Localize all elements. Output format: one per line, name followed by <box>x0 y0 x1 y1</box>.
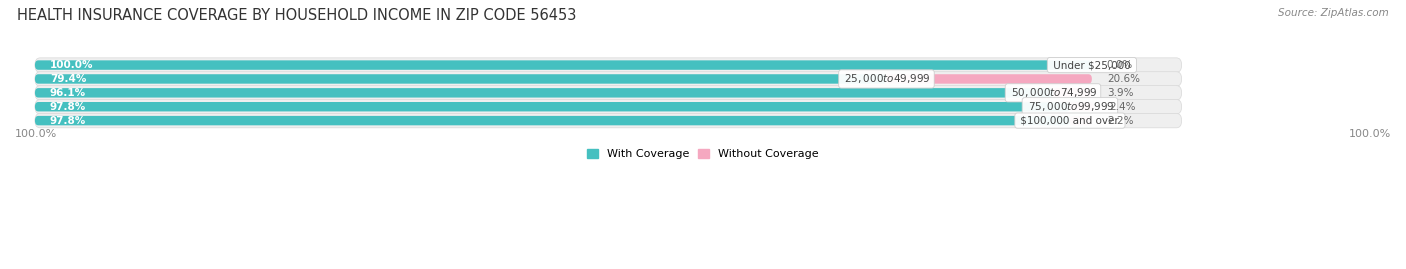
Text: $25,000 to $49,999: $25,000 to $49,999 <box>841 72 932 86</box>
Text: 100.0%: 100.0% <box>49 60 93 70</box>
FancyBboxPatch shape <box>35 102 1070 111</box>
Text: $75,000 to $99,999: $75,000 to $99,999 <box>1025 100 1115 113</box>
FancyBboxPatch shape <box>35 114 1181 128</box>
Text: 0.0%: 0.0% <box>1107 60 1133 70</box>
FancyBboxPatch shape <box>1053 88 1092 98</box>
Text: 2.4%: 2.4% <box>1109 102 1135 112</box>
Text: Source: ZipAtlas.com: Source: ZipAtlas.com <box>1278 8 1389 18</box>
Text: Under $25,000: Under $25,000 <box>1050 60 1133 70</box>
Text: 100.0%: 100.0% <box>1348 129 1391 139</box>
Text: $100,000 and over: $100,000 and over <box>1018 116 1122 126</box>
Text: 2.2%: 2.2% <box>1107 116 1133 126</box>
Legend: With Coverage, Without Coverage: With Coverage, Without Coverage <box>582 144 824 164</box>
FancyBboxPatch shape <box>35 58 1181 72</box>
FancyBboxPatch shape <box>35 100 1181 114</box>
FancyBboxPatch shape <box>35 74 886 84</box>
Text: 96.1%: 96.1% <box>49 88 86 98</box>
FancyBboxPatch shape <box>35 60 1092 70</box>
Text: 79.4%: 79.4% <box>49 74 86 84</box>
Text: 20.6%: 20.6% <box>1107 74 1140 84</box>
Text: HEALTH INSURANCE COVERAGE BY HOUSEHOLD INCOME IN ZIP CODE 56453: HEALTH INSURANCE COVERAGE BY HOUSEHOLD I… <box>17 8 576 23</box>
Text: 97.8%: 97.8% <box>49 116 86 126</box>
FancyBboxPatch shape <box>35 72 1181 86</box>
Text: 97.8%: 97.8% <box>49 102 86 112</box>
Text: 100.0%: 100.0% <box>15 129 58 139</box>
FancyBboxPatch shape <box>1070 102 1094 111</box>
Text: 3.9%: 3.9% <box>1107 88 1133 98</box>
FancyBboxPatch shape <box>35 86 1181 100</box>
FancyBboxPatch shape <box>886 74 1092 84</box>
Text: $50,000 to $74,999: $50,000 to $74,999 <box>1008 86 1098 99</box>
FancyBboxPatch shape <box>35 116 1070 125</box>
FancyBboxPatch shape <box>35 88 1053 98</box>
FancyBboxPatch shape <box>1070 116 1092 125</box>
